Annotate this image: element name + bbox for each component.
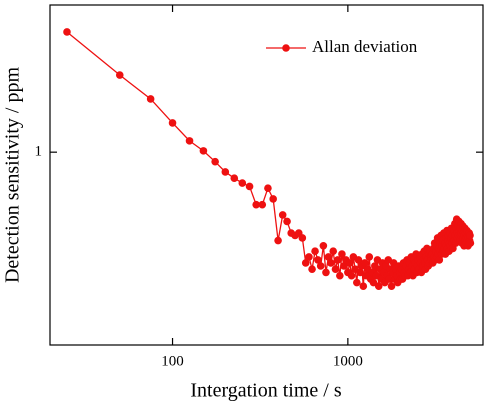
x-axis-title: Intergation time / s bbox=[190, 380, 341, 402]
data-point bbox=[278, 211, 287, 219]
data-point bbox=[347, 271, 356, 280]
y-tick-label: 1 bbox=[35, 144, 43, 160]
plot-frame bbox=[49, 4, 484, 346]
data-point bbox=[385, 275, 394, 283]
data-point bbox=[311, 247, 319, 256]
data-point bbox=[374, 282, 383, 291]
data-point bbox=[258, 200, 267, 209]
data-point bbox=[359, 282, 368, 291]
data-point bbox=[264, 184, 272, 192]
data-point bbox=[230, 174, 239, 183]
x-tick-label: 100 bbox=[161, 353, 184, 369]
data-point bbox=[283, 217, 291, 226]
data-point bbox=[301, 259, 310, 267]
data-point bbox=[322, 268, 330, 277]
data-point bbox=[211, 157, 219, 166]
data-point bbox=[365, 253, 374, 261]
data-point bbox=[314, 256, 322, 264]
data-point bbox=[354, 256, 363, 264]
legend-label: Allan deviation bbox=[312, 37, 418, 56]
data-point bbox=[336, 271, 344, 280]
data-point bbox=[146, 95, 155, 103]
data-point bbox=[199, 147, 208, 155]
data-point bbox=[435, 256, 444, 264]
y-axis-title: Detection sensitivity / ppm bbox=[2, 67, 24, 284]
data-point bbox=[245, 182, 254, 191]
data-point bbox=[345, 259, 354, 267]
data-point bbox=[238, 179, 247, 187]
data-point bbox=[340, 262, 348, 270]
data-point bbox=[221, 168, 230, 176]
x-tick-label: 1000 bbox=[333, 353, 363, 369]
data-point bbox=[324, 253, 333, 261]
data-point bbox=[305, 253, 313, 261]
data-point bbox=[353, 278, 361, 287]
data-point bbox=[331, 265, 340, 273]
data-point bbox=[466, 231, 474, 240]
data-point bbox=[333, 256, 342, 264]
data-point bbox=[356, 268, 364, 277]
data-point bbox=[387, 282, 396, 291]
data-point bbox=[115, 71, 124, 79]
data-point bbox=[361, 259, 369, 267]
data-point bbox=[327, 259, 335, 267]
data-point bbox=[316, 262, 325, 270]
data-point bbox=[63, 28, 71, 36]
data-point bbox=[319, 241, 328, 250]
data-line bbox=[66, 31, 472, 287]
data-point bbox=[338, 250, 346, 258]
data-point bbox=[168, 119, 177, 127]
data-point bbox=[329, 247, 338, 256]
data-point bbox=[185, 137, 194, 145]
data-point bbox=[466, 239, 475, 247]
data-point bbox=[252, 200, 260, 209]
data-point bbox=[308, 265, 316, 273]
data-point bbox=[269, 195, 277, 203]
legend-marker bbox=[282, 44, 290, 52]
data-point bbox=[298, 234, 307, 242]
data-point bbox=[274, 236, 282, 245]
